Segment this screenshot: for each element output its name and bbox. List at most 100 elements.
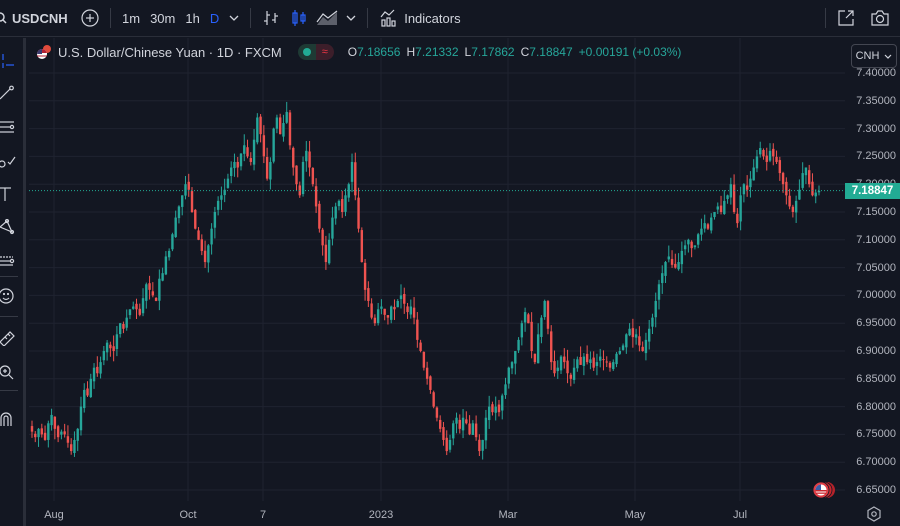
time-tick-label: 2023 [368, 509, 394, 521]
interval-1h[interactable]: 1h [185, 10, 200, 26]
emoji-icon [0, 288, 14, 304]
zoom-in-tool[interactable] [0, 360, 22, 386]
symbol-search[interactable]: USDCNH [0, 11, 68, 26]
time-axis[interactable]: Aug Oct 7 2023 Mar May Jul [29, 501, 845, 526]
change-value: +0.00191 (+0.03%) [578, 45, 682, 59]
time-tick-label: Mar [498, 509, 518, 521]
divider [367, 8, 369, 28]
high-value: 7.21332 [415, 45, 459, 59]
price-tick-label: 7.05000 [856, 261, 896, 274]
search-icon [0, 12, 7, 24]
market-status-pill[interactable]: ≈ [297, 44, 334, 60]
price-tick-label: 6.95000 [856, 317, 896, 330]
trend-line-tool[interactable] [0, 80, 22, 106]
zoom-in-icon [0, 365, 14, 380]
price-tick-label: 7.00000 [856, 289, 896, 302]
price-tick-label: 7.25000 [856, 150, 896, 163]
price-tick-label: 7.35000 [856, 94, 896, 107]
divider [110, 8, 111, 28]
emoji-tool[interactable] [0, 283, 22, 309]
price-tick-label: 6.75000 [856, 428, 896, 441]
crosshair-icon [2, 54, 14, 68]
popout-icon [838, 10, 854, 26]
price-tick-label: 6.70000 [856, 456, 896, 469]
price-tick-label: 7.15000 [856, 206, 896, 218]
price-tick-label: 6.85000 [856, 372, 896, 385]
price-chart[interactable] [29, 38, 845, 501]
pattern-tool[interactable] [0, 214, 22, 240]
time-tick-label: 7 [259, 509, 267, 521]
price-axis[interactable]: 7.400007.350007.300007.250007.200007.150… [845, 38, 900, 501]
crosshair-tool[interactable] [0, 48, 22, 74]
price-tick-label: 6.90000 [856, 345, 896, 357]
chevron-down-icon [229, 15, 239, 21]
popout-button[interactable] [832, 4, 860, 32]
price-tick-label: 6.65000 [856, 484, 896, 496]
symbol-label: USDCNH [12, 10, 68, 26]
candles-icon [292, 10, 306, 26]
candlestick-plot[interactable] [29, 38, 845, 501]
drawing-toolbar [0, 38, 26, 526]
ruler-tool[interactable] [0, 325, 22, 351]
price-tick-label: 7.10000 [856, 233, 896, 246]
fib-tool[interactable] [0, 114, 22, 140]
add-symbol-button[interactable] [76, 4, 104, 32]
forecast-icon [0, 256, 15, 266]
interval-dropdown[interactable] [224, 4, 244, 32]
magnet-icon [0, 412, 12, 426]
brush-icon [0, 156, 16, 168]
interval-30m[interactable]: 30m [150, 10, 176, 26]
snapshot-button[interactable] [866, 4, 894, 32]
symbol-flag [36, 44, 52, 60]
top-toolbar: USDCNH 1m 30m 1h D Indicators [0, 0, 900, 37]
interval-1d[interactable]: D [209, 10, 220, 26]
text-icon [0, 187, 11, 201]
data-delay-icon: ≈ [315, 44, 334, 60]
divider [250, 8, 252, 28]
low-value: 7.17862 [471, 45, 515, 59]
forecast-tool[interactable] [0, 248, 22, 274]
price-tick-label: 7.30000 [856, 122, 896, 135]
pattern-icon [0, 219, 15, 235]
price-tick-label: 6.80000 [856, 400, 896, 413]
currency-button[interactable]: CNH [851, 44, 897, 68]
economic-event-marker[interactable] [811, 480, 835, 500]
market-open-dot-icon [302, 48, 311, 56]
price-tick-label: 7.40000 [856, 67, 896, 79]
area-chart-icon [316, 10, 338, 25]
settings-icon [867, 506, 881, 522]
chart-legend: U.S. Dollar/Chinese Yuan · 1D · FXCM ≈ O… [36, 44, 681, 60]
brush-tool[interactable] [0, 147, 22, 173]
ohlc-values: O7.18656 H7.21332 L7.17862 C7.18847 +0.0… [347, 45, 682, 59]
area-chart-button[interactable] [313, 4, 341, 32]
indicators-icon [380, 9, 396, 27]
text-tool[interactable] [0, 181, 22, 207]
chevron-down-icon [884, 54, 892, 59]
chart-type-dropdown[interactable] [341, 4, 361, 32]
add-symbol-icon [81, 9, 99, 27]
toolbar-divider [0, 276, 18, 277]
chevron-down-icon [346, 15, 356, 21]
bar-chart-icon [264, 11, 279, 25]
bar-chart-button[interactable] [257, 4, 285, 32]
interval-1m[interactable]: 1m [122, 10, 141, 26]
candles-button[interactable] [285, 4, 313, 32]
trend-line-icon [0, 85, 14, 100]
indicators-button[interactable]: Indicators [374, 9, 466, 27]
time-tick-label: Oct [179, 509, 197, 521]
toolbar-divider [0, 390, 18, 391]
time-tick-label: May [624, 509, 646, 521]
us-event-flag-icon [812, 481, 835, 499]
time-tick-label: Aug [44, 509, 64, 521]
ruler-icon [0, 331, 15, 346]
fib-retracement-icon [0, 121, 15, 133]
chart-settings-button[interactable] [866, 506, 882, 522]
divider [825, 8, 826, 28]
close-value: 7.18847 [529, 45, 573, 59]
magnet-tool[interactable] [0, 406, 22, 432]
symbol-title[interactable]: U.S. Dollar/Chinese Yuan · 1D · FXCM [58, 44, 282, 60]
indicators-label: Indicators [404, 10, 461, 26]
camera-icon [871, 10, 889, 26]
last-price-tag: 7.18847 [845, 182, 900, 199]
toolbar-divider [0, 316, 18, 317]
